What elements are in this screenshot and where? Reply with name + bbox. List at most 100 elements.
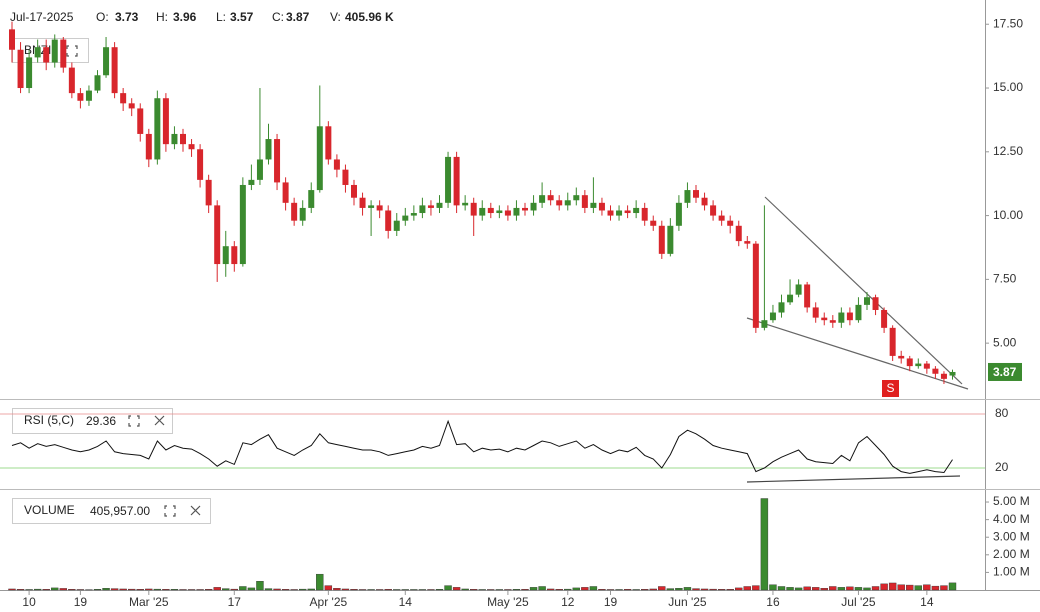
volume-bar <box>461 588 469 591</box>
candle-body <box>77 93 84 101</box>
volume-bar <box>546 588 555 591</box>
volume-bar <box>42 589 50 591</box>
candle-body <box>393 220 400 231</box>
volume-bar <box>854 587 863 591</box>
candle-body <box>427 205 434 208</box>
candle-body <box>145 133 152 160</box>
candle-body <box>43 47 50 63</box>
candle-body <box>445 156 452 203</box>
y-tick-label: 5.00 <box>993 335 1017 349</box>
candle-body <box>795 284 802 295</box>
candle-body <box>864 297 870 305</box>
candle-body <box>616 210 623 216</box>
candle-body <box>735 225 742 242</box>
header-label: L: <box>216 10 226 24</box>
y-tick-label: 80 <box>995 406 1009 420</box>
candle-body <box>949 371 956 376</box>
volume-bar <box>606 589 615 591</box>
candle-body <box>812 307 819 318</box>
volume-bar <box>632 589 640 591</box>
volume-bar <box>213 587 221 591</box>
volume-bar <box>324 585 333 591</box>
volume-bar <box>307 588 315 591</box>
volume-bar <box>700 588 709 591</box>
volume-bar <box>692 588 700 591</box>
volume-bar <box>119 588 127 591</box>
candle-body <box>752 243 759 328</box>
volume-bar <box>940 585 948 591</box>
candle-body <box>299 207 306 221</box>
candle-body <box>60 39 67 68</box>
volume-bar <box>735 587 743 591</box>
candle-body <box>248 179 255 185</box>
x-tick-label: 12 <box>561 595 575 609</box>
volume-bar <box>393 589 401 591</box>
expand-icon[interactable] <box>66 45 78 57</box>
volume-bar <box>786 587 794 591</box>
x-tick-label: 19 <box>604 595 618 609</box>
candle-body <box>120 93 127 104</box>
header-value: 3.73 <box>115 10 139 24</box>
trend-line <box>746 317 969 390</box>
price-tag-label: 3.87 <box>993 365 1017 379</box>
close-icon[interactable] <box>154 415 165 426</box>
volume-bar <box>204 589 213 591</box>
candle-body <box>915 363 922 367</box>
volume-bar <box>299 588 307 591</box>
candle-body <box>761 320 768 328</box>
candle-body <box>829 320 836 323</box>
candle-body <box>470 202 477 216</box>
signal-marker[interactable] <box>882 380 899 397</box>
volume-bar <box>564 588 572 591</box>
volume-bar <box>555 589 563 591</box>
volume-bar <box>888 582 897 591</box>
close-icon[interactable] <box>190 505 201 516</box>
candle-body <box>804 284 811 308</box>
volume-bar <box>136 589 144 591</box>
expand-icon[interactable] <box>128 415 140 427</box>
candle-body <box>128 103 135 109</box>
candle-body <box>675 202 682 226</box>
volume-bar <box>717 589 726 591</box>
x-tick-label: 16 <box>766 595 780 609</box>
x-tick-label: 10 <box>22 595 36 609</box>
volume-bar <box>33 588 42 591</box>
candle-body <box>274 139 281 183</box>
candle-body <box>214 205 221 265</box>
y-tick-label: 12.50 <box>993 144 1023 158</box>
volume-bar <box>222 588 230 591</box>
candle-body <box>539 195 546 203</box>
candle-body <box>624 210 631 214</box>
volume-bar <box>641 589 649 591</box>
trend-line <box>764 196 963 385</box>
volume-bar <box>709 588 717 591</box>
x-tick-label: Jun '25 <box>668 595 707 609</box>
volume-bar <box>333 588 341 591</box>
candle-body <box>419 205 426 214</box>
candle-body <box>633 207 640 214</box>
candle-body <box>821 317 828 321</box>
candle-body <box>838 312 845 323</box>
candle-body <box>282 182 289 203</box>
candle-body <box>906 358 913 367</box>
candle-body <box>111 47 118 94</box>
candle-body <box>658 225 665 254</box>
volume-bar <box>68 589 76 591</box>
candle-body <box>932 368 939 374</box>
volume-bar <box>538 586 546 591</box>
header-value: 405.96 K <box>345 10 394 24</box>
volume-bar <box>837 587 846 591</box>
candle-body <box>556 200 563 206</box>
volume-bar <box>495 589 504 591</box>
candle-body <box>513 207 520 216</box>
header-label: O: <box>96 10 109 24</box>
y-tick-label: 2.00 M <box>993 547 1030 561</box>
candle-body <box>316 126 323 191</box>
expand-icon[interactable] <box>164 505 176 517</box>
candle-body <box>872 297 879 310</box>
volume-bar <box>572 587 580 591</box>
header-label: C: <box>272 10 284 24</box>
volume-bar <box>760 498 769 591</box>
volume-bar <box>906 584 914 591</box>
volume-bar <box>598 589 606 591</box>
